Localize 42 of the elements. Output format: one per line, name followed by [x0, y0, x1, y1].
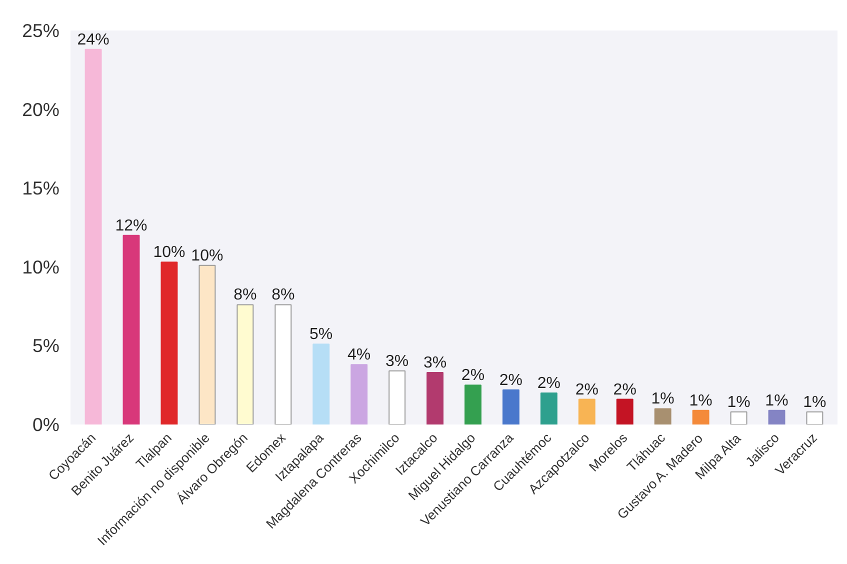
data-label: 2% — [575, 381, 598, 398]
bar — [502, 389, 520, 424]
data-label: 2% — [499, 372, 523, 389]
bar — [578, 398, 596, 424]
data-label: 2% — [461, 367, 485, 384]
bar — [768, 410, 786, 424]
data-label: 3% — [423, 354, 447, 372]
bar — [122, 234, 140, 424]
data-label: 1% — [689, 392, 712, 410]
data-label: 10% — [191, 247, 224, 264]
data-label: 5% — [310, 326, 333, 344]
data-label: 1% — [803, 394, 826, 411]
data-label: 2% — [613, 381, 636, 398]
bar — [692, 410, 710, 424]
data-label: 12% — [115, 217, 148, 234]
y-tick-label: 20% — [22, 98, 60, 120]
bar — [198, 264, 216, 424]
y-tick-label: 15% — [22, 178, 60, 199]
data-label: 1% — [727, 394, 750, 411]
bar — [350, 364, 368, 424]
data-label: 1% — [651, 390, 674, 408]
bar — [160, 262, 178, 424]
y-tick-label: 5% — [32, 335, 60, 356]
bar — [464, 384, 482, 424]
bar — [654, 408, 672, 424]
data-label: 4% — [348, 346, 371, 364]
bar — [540, 392, 558, 424]
bar — [236, 304, 254, 424]
y-tick-label: 25% — [22, 20, 60, 41]
bar — [426, 372, 444, 424]
data-label: 1% — [765, 392, 788, 410]
y-tick-label: 0% — [32, 414, 60, 435]
data-label: 10% — [153, 244, 186, 262]
data-label: 2% — [537, 374, 560, 392]
bar — [84, 48, 102, 424]
data-label: 3% — [385, 352, 409, 370]
data-label: 24% — [77, 31, 110, 48]
data-label: 8% — [234, 286, 257, 304]
y-tick-label: 10% — [22, 256, 60, 278]
data-label: 8% — [272, 286, 295, 304]
bar — [312, 344, 330, 424]
bar — [616, 398, 634, 424]
